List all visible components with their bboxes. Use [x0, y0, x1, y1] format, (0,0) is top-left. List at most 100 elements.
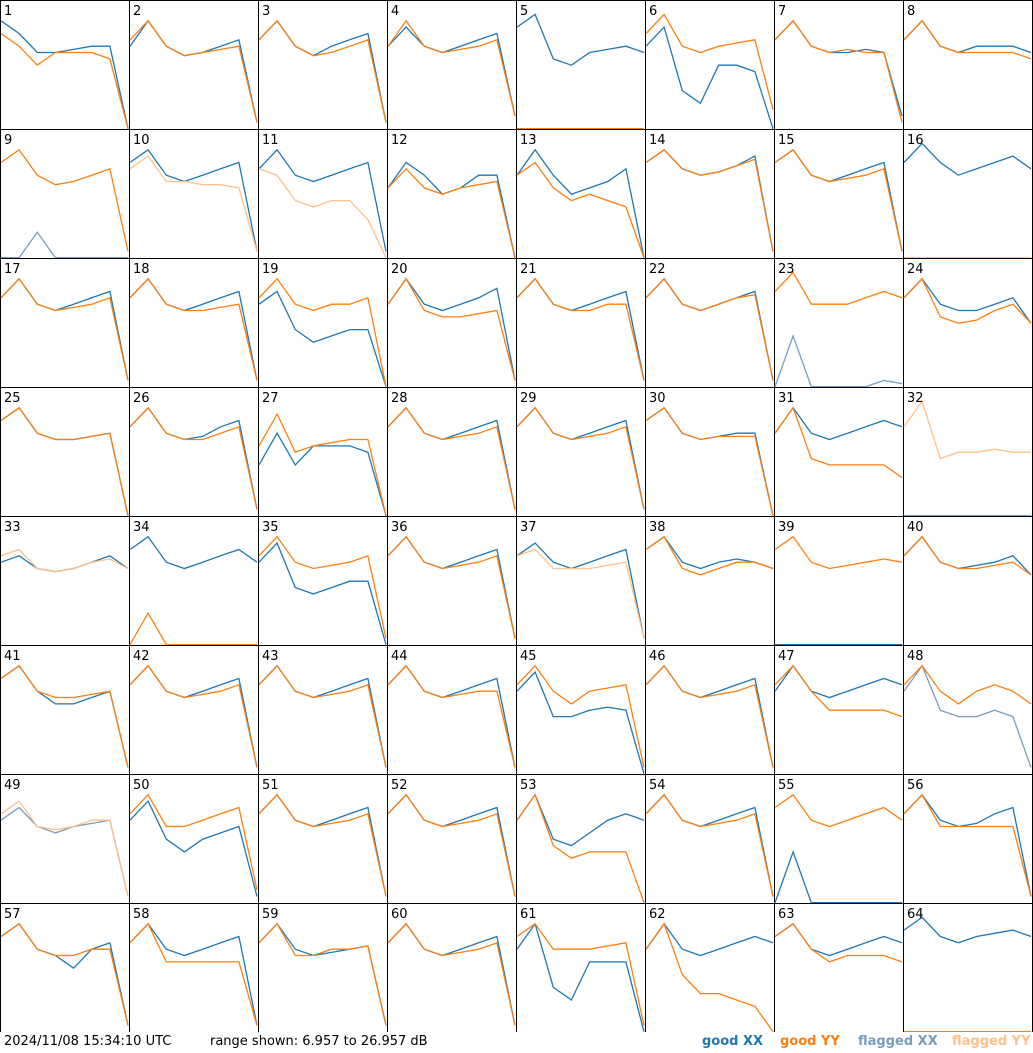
spectrum-xx [774, 664, 903, 699]
panel-label: 29 [520, 391, 537, 406]
spectrum-xx [774, 148, 903, 252]
spectrum-yy [645, 13, 774, 110]
spectrum-xx [774, 19, 903, 117]
panel-label: 10 [133, 133, 150, 148]
spectrum-yy [903, 664, 1032, 705]
panel-frame [516, 0, 646, 130]
spectrum-yy [645, 148, 774, 252]
spectrum-yy [774, 271, 903, 305]
spectrum-yy [516, 548, 645, 639]
spectrum-yy [387, 664, 516, 768]
spectrum-yy [0, 922, 129, 1026]
panel-frame [0, 0, 130, 130]
panel-frame [387, 258, 517, 388]
panel-label: 14 [649, 133, 666, 148]
panel-frame [516, 129, 646, 259]
panel-label: 45 [520, 649, 537, 664]
panel-label: 20 [391, 262, 408, 277]
panel-label: 7 [778, 4, 786, 19]
spectrum-xx [387, 161, 516, 258]
panel-frame [129, 774, 259, 904]
panel-label: 9 [4, 133, 12, 148]
spectrum-xx [0, 555, 129, 573]
panel-frame [129, 387, 259, 517]
spectrum-yy [903, 535, 1032, 576]
spectrum-yy [258, 168, 387, 258]
spectrum-xx [387, 26, 516, 117]
spectrum-xx [645, 535, 774, 570]
spectrum-yy [258, 793, 387, 897]
spectrum-yy [774, 148, 903, 252]
panel-label: 50 [133, 778, 150, 793]
spectrum-yy [903, 793, 1032, 897]
panel-frame [645, 129, 775, 259]
spectrum-yy [129, 277, 258, 381]
spectrum-xx [1, 231, 128, 259]
panel-label: 11 [262, 133, 279, 148]
spectrum-yy [903, 277, 1032, 324]
panel-label: 1 [4, 4, 12, 19]
panel-label: 21 [520, 262, 537, 277]
panel-frame [903, 516, 1033, 646]
panel-frame [774, 258, 904, 388]
panel-frame [774, 903, 904, 1032]
timestamp: 2024/11/08 15:34:10 UTC [4, 1034, 172, 1049]
spectrum-xx [774, 406, 903, 441]
spectrum-xx [258, 290, 387, 387]
panel-frame [645, 645, 775, 775]
panel-frame [0, 516, 130, 646]
spectrum-yy [774, 406, 903, 479]
spectrum-xx [387, 535, 516, 639]
spectrum-yy [387, 277, 516, 381]
spectrum-yy [903, 19, 1032, 60]
spectrum-xx [645, 148, 774, 252]
spectrum-yy [645, 535, 774, 576]
spectrum-yy [0, 406, 129, 516]
spectrum-xx [258, 19, 387, 123]
spectrum-xx [387, 277, 516, 381]
spectrum-xx [516, 793, 645, 847]
spectrum-xx [516, 277, 645, 381]
panel-label: 18 [133, 262, 150, 277]
panel-label: 42 [133, 649, 150, 664]
panel-frame [258, 645, 388, 775]
spectrum-xx [129, 19, 258, 123]
panel-label: 39 [778, 520, 795, 535]
spectrum-xx [516, 406, 645, 510]
panel-frame [516, 258, 646, 388]
panel-label: 25 [4, 391, 21, 406]
panel-label: 28 [391, 391, 408, 406]
spectrum-yy [0, 277, 129, 381]
spectrum-yy [516, 664, 645, 768]
panel-label: 5 [520, 4, 528, 19]
spectrum-yy [0, 664, 129, 768]
spectrum-xx [258, 148, 387, 252]
panel-label: 34 [133, 520, 150, 535]
panel-label: 32 [907, 391, 924, 406]
panel-frame [516, 903, 646, 1032]
spectrum-xx [258, 431, 387, 516]
panel-frame [0, 903, 130, 1032]
panel-label: 57 [4, 907, 21, 922]
spectrum-xx [903, 664, 1032, 768]
panel-frame [903, 903, 1033, 1032]
panel-frame [0, 258, 130, 388]
spectrum-xx [645, 922, 774, 957]
panel-frame [387, 516, 517, 646]
panel-frame [0, 774, 130, 904]
spectrum-yy [258, 664, 387, 768]
panel-label: 12 [391, 133, 408, 148]
spectrum-yy [645, 793, 774, 897]
spectrum-xx [516, 922, 645, 1032]
spectrum-yy [774, 793, 903, 828]
panel-label: 63 [778, 907, 795, 922]
panel-frame [774, 387, 904, 517]
panel-frame [903, 774, 1033, 904]
spectrum-yy [0, 148, 129, 252]
spectrum-xx [645, 277, 774, 381]
panel-frame [258, 258, 388, 388]
panel-frame [645, 0, 775, 130]
spectrum-xx [645, 406, 774, 516]
panel-label: 2 [133, 4, 141, 19]
